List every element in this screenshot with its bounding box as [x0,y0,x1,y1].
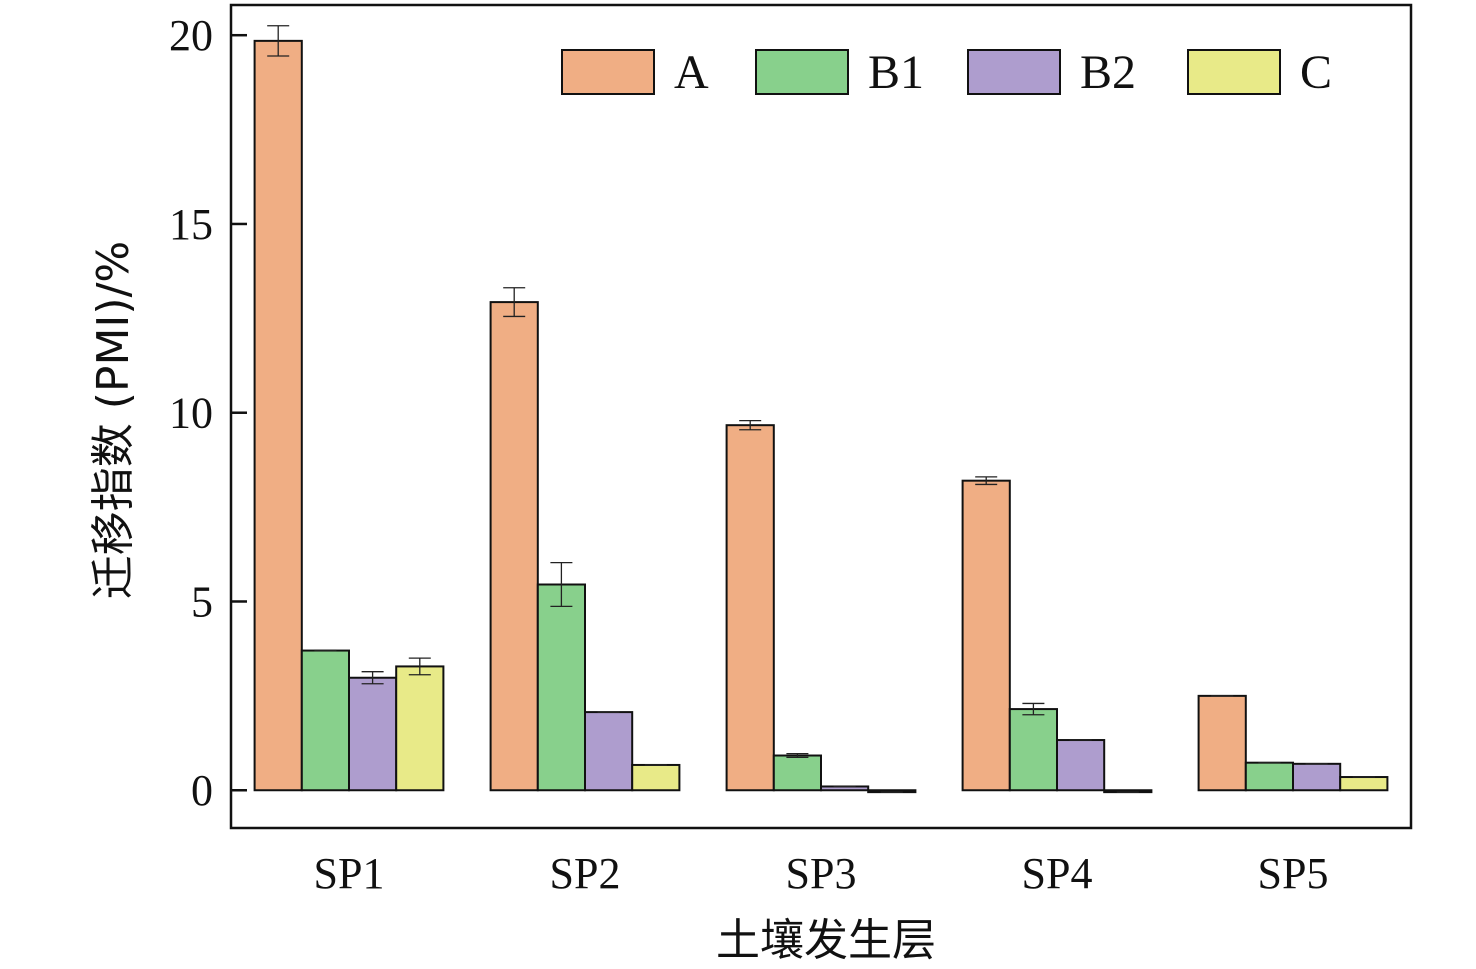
y-tick-label: 20 [169,11,213,60]
bar-B2-SP5 [1292,762,1342,792]
bar-A-SP2 [489,301,539,792]
error-bar-B1-SP4 [1022,702,1045,716]
error-bar-A-SP4 [975,476,998,486]
plot-frame [229,3,1413,830]
bar-C-SP2 [631,763,681,792]
legend-label: A [674,46,709,99]
legend-swatch [561,49,655,95]
legend-swatch [755,49,849,95]
bars-layer [253,39,1389,794]
y-tick-label: 10 [169,389,213,438]
error-bar-A-SP3 [739,420,762,431]
y-tick-label: 0 [191,766,213,815]
error-bars-layer [267,25,1375,793]
legend-item-B2: B2 [967,46,1136,99]
x-tick-label: SP1 [314,849,385,898]
bar-B2-SP2 [584,711,634,792]
bar-B2-SP4 [1056,739,1106,792]
legend-item-B1: B1 [755,46,924,99]
bar-A-SP1 [253,39,303,792]
error-bar-C-SP1 [408,657,431,676]
error-bar-A-SP1 [267,25,290,57]
legend-swatch [1187,49,1281,95]
bar-A-SP5 [1197,694,1247,792]
legend: A B1 B2 C [561,46,1332,99]
bar-B2-SP1 [348,676,398,792]
error-bar-B1-SP3 [786,752,809,759]
y-axis-title: 迁移指数 (PMI)/% [88,241,139,599]
error-bar-B1-SP2 [550,561,573,608]
x-axis-title: 土壤发生层 [716,915,936,966]
bar-C-SP5 [1339,776,1389,792]
y-axis: 0 5 10 15 20 [169,11,247,815]
bar-A-SP4 [961,479,1011,792]
x-tick-label: SP2 [550,849,621,898]
bar-C-SP1 [395,665,445,792]
legend-label: B2 [1080,46,1136,99]
legend-label: B1 [868,46,924,99]
x-tick-label: SP5 [1258,849,1329,898]
error-bar-A-SP2 [503,287,526,318]
y-tick-label: 5 [191,577,213,626]
error-bar-B2-SP1 [361,671,384,685]
bar-B1-SP4 [1008,708,1058,792]
bar-B1-SP2 [536,583,586,792]
legend-swatch [967,49,1061,95]
bar-B1-SP1 [300,649,350,792]
x-tick-label: SP4 [1022,849,1093,898]
bar-B1-SP3 [772,754,822,792]
bar-A-SP3 [725,424,775,792]
x-axis: SP1 SP2 SP3 SP4 SP5 [314,849,1329,898]
x-tick-label: SP3 [786,849,857,898]
y-tick-label: 15 [169,200,213,249]
legend-label: C [1300,46,1332,99]
legend-item-C: C [1187,46,1332,99]
legend-item-A: A [561,46,709,99]
bar-B1-SP5 [1244,761,1295,792]
